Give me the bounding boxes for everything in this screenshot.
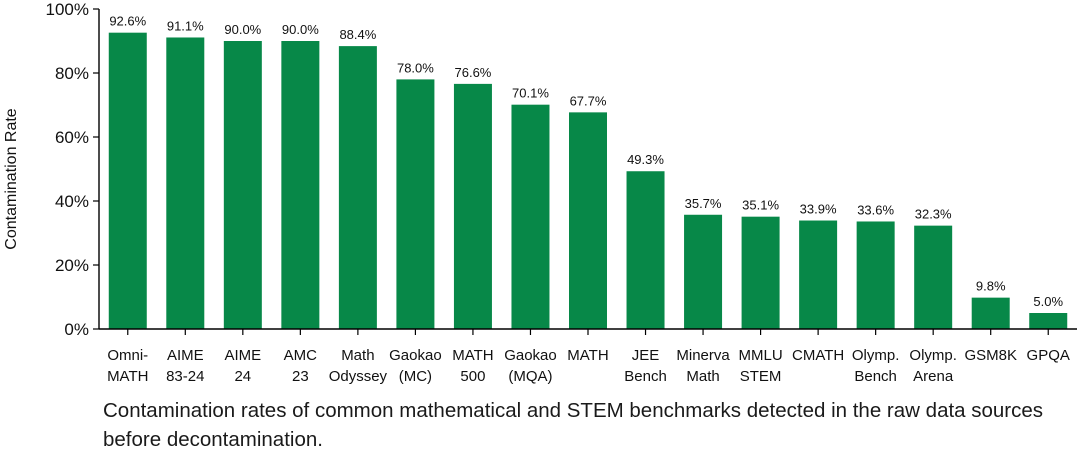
x-tick-label: Minerva (676, 347, 730, 364)
x-tick-label: 24 (234, 368, 251, 385)
bar (799, 220, 838, 329)
bar-value-label: 9.8% (976, 279, 1006, 294)
x-tick-label: AMC (284, 347, 318, 364)
y-tick-label: 20% (55, 256, 89, 275)
x-tick-label: STEM (740, 368, 782, 385)
bar-value-label: 90.0% (224, 22, 261, 37)
y-axis-label: Contamination Rate (3, 108, 20, 250)
y-tick-label: 100% (46, 0, 89, 19)
bar-value-label: 33.6% (857, 202, 894, 217)
bar-value-label: 76.6% (455, 65, 492, 80)
bar-value-label: 92.6% (109, 14, 146, 29)
bar (971, 297, 1010, 329)
bar (453, 83, 492, 329)
x-tick-label: MATH (452, 347, 493, 364)
x-tick-label: Bench (854, 368, 897, 385)
x-tick-label: MATH (567, 347, 608, 364)
bar (396, 79, 435, 330)
x-tick-label: MMLU (739, 347, 783, 364)
x-tick-label: Math (341, 347, 374, 364)
bar-value-label: 49.3% (627, 152, 664, 167)
bar (223, 41, 262, 329)
x-tick-label: Olymp. (852, 347, 900, 364)
x-tick-label: (MC) (399, 368, 432, 385)
x-tick-label: Bench (624, 368, 667, 385)
bar (1029, 313, 1068, 329)
x-tick-label: AIME (167, 347, 204, 364)
bar (511, 104, 550, 330)
bar (166, 37, 205, 329)
x-tick-label: Odyssey (329, 368, 388, 385)
bar-value-label: 5.0% (1033, 294, 1063, 309)
plot-area: Contamination Rate 0% 20% 40% 60% 80% 100% 92.6… (3, 0, 1077, 385)
y-tick-label: 80% (55, 64, 89, 83)
bar (741, 216, 780, 329)
x-tick-label: MATH (107, 368, 148, 385)
bar (108, 32, 147, 330)
bar (338, 46, 377, 330)
bar-value-label: 78.0% (397, 60, 434, 75)
bar (569, 112, 607, 329)
x-tick-label: AIME (224, 347, 261, 364)
bar (856, 221, 895, 329)
bar-value-label: 35.7% (685, 196, 722, 211)
bar-value-label: 90.0% (282, 22, 319, 37)
bar (626, 171, 665, 329)
x-tick-label: CMATH (792, 347, 844, 364)
bar (281, 41, 320, 329)
x-tick-label: GSM8K (964, 347, 1017, 364)
bar-value-label: 33.9% (800, 202, 837, 217)
x-tick-label: Arena (913, 368, 954, 385)
figure-caption: Contamination rates of common mathematic… (103, 399, 1044, 451)
x-tick-label: 83-24 (166, 368, 204, 385)
y-tick-label: 0% (64, 320, 89, 339)
bar-chart: Contamination Rate 0% 20% 40% 60% 80% 100% 92.6… (3, 0, 1077, 385)
x-tick-label: Omni- (107, 347, 148, 364)
x-tick-label: 23 (292, 368, 309, 385)
y-tick-label: 60% (55, 128, 89, 147)
x-tick-label: 500 (460, 368, 485, 385)
bar-value-label: 91.1% (167, 18, 204, 33)
bar (684, 214, 723, 329)
x-tick-label: GPQA (1027, 347, 1070, 364)
bar-value-label: 35.1% (742, 198, 779, 213)
bar-value-label: 70.1% (512, 86, 549, 101)
x-tick-label: Gaokao (504, 347, 557, 364)
y-tick-label: 40% (55, 192, 89, 211)
x-tick-label: Olymp. (909, 347, 957, 364)
x-tick-label: Math (686, 368, 719, 385)
bar-value-label: 88.4% (339, 27, 376, 42)
bar (914, 225, 953, 329)
bar-value-label: 32.3% (915, 207, 952, 222)
bar-value-label: 67.7% (570, 93, 607, 108)
x-tick-label: Gaokao (389, 347, 442, 364)
x-tick-label: JEE (632, 347, 660, 364)
x-tick-label: (MQA) (508, 368, 552, 385)
